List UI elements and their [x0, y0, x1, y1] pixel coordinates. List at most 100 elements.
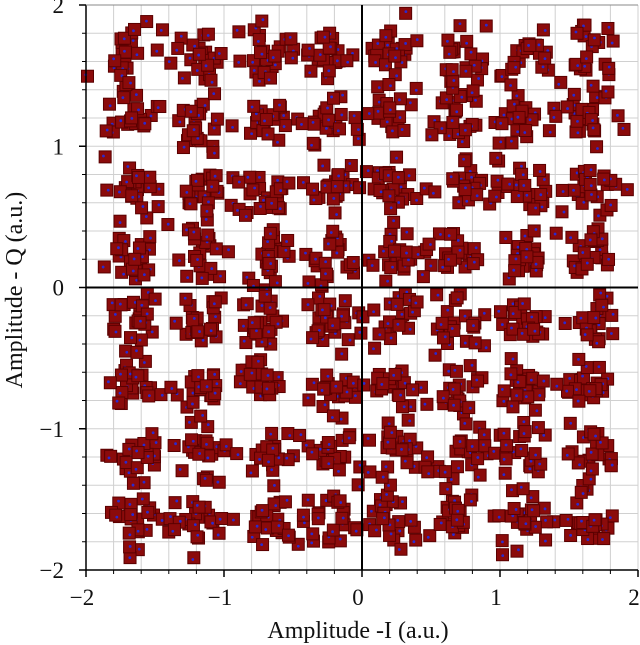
data-point-center — [200, 276, 204, 280]
data-point-center — [203, 194, 207, 197]
data-point-center — [159, 28, 163, 32]
data-point-center — [331, 530, 334, 534]
data-point-center — [255, 329, 258, 333]
data-point-center — [182, 145, 186, 149]
data-point-center — [323, 316, 327, 320]
data-point-center — [276, 178, 279, 182]
data-point-center — [142, 361, 146, 364]
data-point-center — [472, 324, 475, 328]
data-point-center — [323, 403, 327, 407]
data-point-center — [428, 135, 432, 139]
data-point — [444, 227, 458, 241]
data-point-center — [157, 187, 161, 191]
data-point — [466, 257, 480, 271]
data-point-center — [575, 171, 579, 175]
data-point — [492, 509, 506, 523]
data-point-center — [285, 180, 289, 184]
data-point — [122, 76, 136, 90]
data-point-center — [145, 527, 149, 531]
data-point-center — [389, 532, 393, 536]
data-point-center — [376, 42, 380, 45]
data-point-center — [216, 480, 220, 484]
data-point-center — [296, 544, 300, 548]
data-point — [449, 364, 463, 378]
data-point-center — [334, 384, 338, 388]
data-point-center — [392, 219, 396, 223]
data-point-center — [446, 39, 449, 43]
data-point — [326, 224, 340, 238]
data-point-center — [522, 184, 526, 187]
data-point-center — [585, 261, 589, 265]
data-point-center — [265, 292, 269, 296]
data-point-center — [520, 332, 524, 335]
data-point-center — [327, 462, 331, 466]
data-point-center — [128, 533, 132, 537]
data-point-center — [101, 265, 105, 269]
data-point — [409, 81, 423, 95]
data-point-center — [235, 28, 239, 32]
data-point-center — [525, 247, 529, 251]
data-point — [507, 61, 521, 75]
data-point-center — [510, 488, 513, 492]
data-point-center — [482, 311, 486, 315]
data-point-center — [146, 510, 149, 514]
data-point-center — [386, 279, 390, 283]
data-point-center — [523, 131, 527, 134]
data-point-center — [201, 413, 205, 417]
data-point-center — [196, 258, 199, 261]
data-point-center — [621, 126, 625, 130]
x-tick-label: −1 — [208, 585, 232, 610]
data-point — [569, 57, 583, 71]
data-point-center — [327, 118, 330, 122]
data-point-center — [214, 119, 218, 122]
data-point-center — [278, 207, 282, 211]
data-point-center — [452, 79, 456, 82]
data-point — [554, 75, 568, 89]
data-point-center — [509, 84, 512, 87]
data-point-center — [398, 116, 402, 119]
data-point — [353, 181, 367, 195]
data-point-center — [497, 309, 501, 313]
data-point — [515, 444, 529, 458]
data-point-center — [400, 312, 404, 316]
data-point-center — [129, 81, 132, 85]
data-point — [304, 64, 318, 78]
data-point-center — [237, 61, 241, 64]
data-point-center — [126, 165, 130, 168]
data-point-center — [463, 421, 467, 425]
data-point — [143, 230, 157, 244]
data-point-center — [140, 497, 144, 501]
data-point — [321, 456, 335, 470]
data-point — [561, 447, 575, 461]
data-point-center — [267, 253, 270, 257]
data-point-center — [591, 119, 594, 122]
data-point — [559, 513, 573, 527]
data-point — [247, 99, 261, 113]
data-point-center — [125, 350, 129, 354]
data-point-center — [242, 339, 246, 343]
data-point-center — [203, 476, 207, 480]
data-point-center — [140, 303, 144, 307]
data-point-center — [440, 127, 444, 130]
data-point — [201, 228, 215, 242]
data-point-center — [522, 420, 526, 424]
data-point — [238, 208, 252, 222]
data-point-center — [273, 63, 277, 67]
data-point — [526, 490, 540, 504]
data-point — [401, 413, 415, 427]
data-point-center — [134, 375, 138, 379]
data-point-center — [131, 513, 135, 516]
data-point-center — [594, 316, 598, 320]
data-point-center — [284, 248, 288, 252]
data-point — [458, 154, 472, 168]
data-point-center — [317, 328, 321, 332]
data-point — [478, 308, 492, 322]
data-point — [574, 485, 588, 499]
data-point — [151, 200, 165, 214]
data-point-center — [511, 312, 515, 316]
data-point-center — [534, 525, 538, 528]
data-point-center — [502, 431, 506, 435]
data-point — [435, 316, 449, 330]
data-point-center — [572, 93, 576, 97]
